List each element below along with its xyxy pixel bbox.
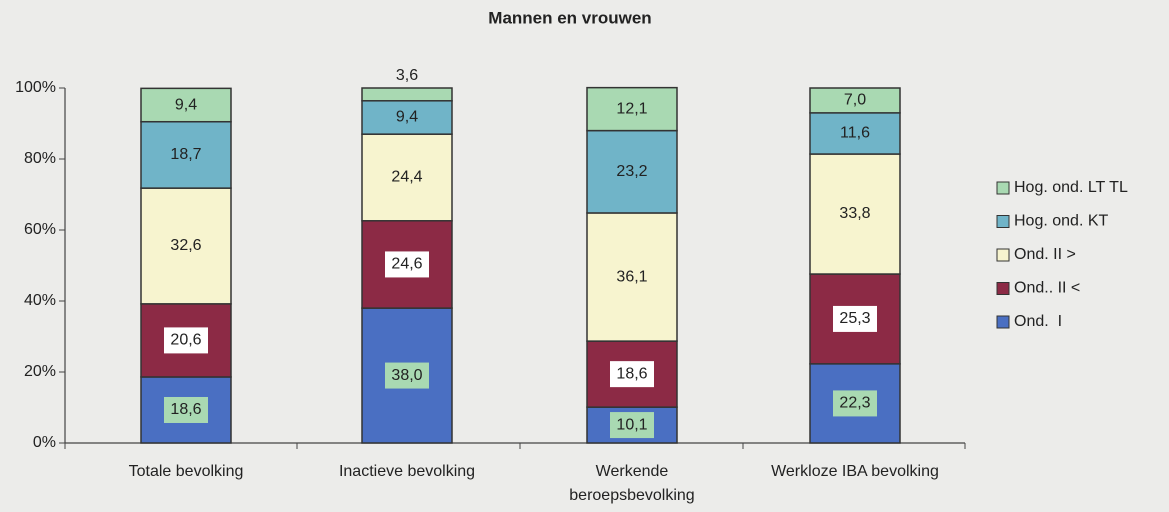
label-box: [833, 305, 877, 332]
bar-segment: [140, 120, 232, 189]
x-tick-label: Werkloze IBA bevolking: [771, 463, 939, 480]
data-label: 9,4: [396, 109, 418, 126]
data-label: 20,6: [170, 332, 201, 349]
bar-segment: [140, 87, 232, 123]
data-label: 12,1: [616, 100, 647, 117]
legend-swatch: [996, 215, 1010, 228]
y-tick-label: 80%: [24, 150, 56, 167]
data-label: 3,6: [396, 67, 418, 84]
data-label: 38,0: [391, 367, 422, 384]
bar-segment: [586, 212, 678, 342]
label-box: [385, 362, 429, 389]
bar-segment: [809, 153, 901, 275]
data-label: 11,6: [840, 125, 870, 142]
data-label: 36,1: [616, 268, 647, 285]
data-label: 10,1: [616, 416, 647, 433]
legend-label: Hog. ond. KT: [1014, 213, 1109, 230]
bar-segment: [361, 100, 453, 135]
data-label: 18,6: [170, 401, 201, 418]
y-tick-label: 100%: [15, 79, 56, 96]
data-label: 9,4: [175, 96, 197, 113]
bar-segment: [809, 87, 901, 114]
legend-swatch: [996, 282, 1010, 295]
data-label: 18,7: [170, 146, 201, 163]
x-tick-label: Totale bevolking: [128, 463, 244, 480]
legend-label: Hog. ond. LT TL: [1014, 179, 1128, 196]
legend-label: Ond. II >: [1014, 246, 1076, 263]
legend-swatch: [996, 248, 1010, 262]
label-box: [610, 412, 654, 439]
data-label: 22,3: [839, 395, 870, 412]
label-box: [833, 390, 877, 417]
bar-segment: [361, 133, 453, 222]
y-tick-label: 40%: [24, 292, 56, 309]
legend-swatch: [996, 315, 1010, 329]
data-label: 32,6: [170, 237, 201, 254]
label-box: [164, 396, 208, 423]
bar-segment: [361, 87, 453, 102]
data-label: 24,6: [391, 256, 422, 273]
label-box: [385, 251, 429, 278]
data-label: 7,0: [844, 92, 866, 109]
legend-label: Ond.. II <: [1014, 280, 1080, 297]
data-label: 23,2: [616, 163, 647, 180]
data-label: 18,6: [616, 365, 647, 382]
y-tick-label: 20%: [24, 363, 56, 380]
chart-title: Mannen en vrouwen: [488, 8, 651, 27]
x-tick-label: Werkende beroepsbevolking: [569, 463, 695, 504]
bar-segment: [140, 187, 232, 305]
legend-swatch: [996, 181, 1010, 195]
bar-segment: [586, 129, 678, 214]
data-label: 33,8: [839, 205, 870, 222]
data-label: 24,4: [391, 169, 422, 186]
y-tick-label: 60%: [24, 221, 56, 238]
x-tick-label: Inactieve bevolking: [338, 463, 476, 480]
data-label: 25,3: [839, 310, 870, 327]
legend-label: Ond. I: [1014, 313, 1062, 330]
label-box: [610, 361, 654, 388]
label-box: [164, 327, 208, 354]
bar-segment: [586, 86, 678, 132]
y-tick-label: 0%: [33, 434, 56, 451]
